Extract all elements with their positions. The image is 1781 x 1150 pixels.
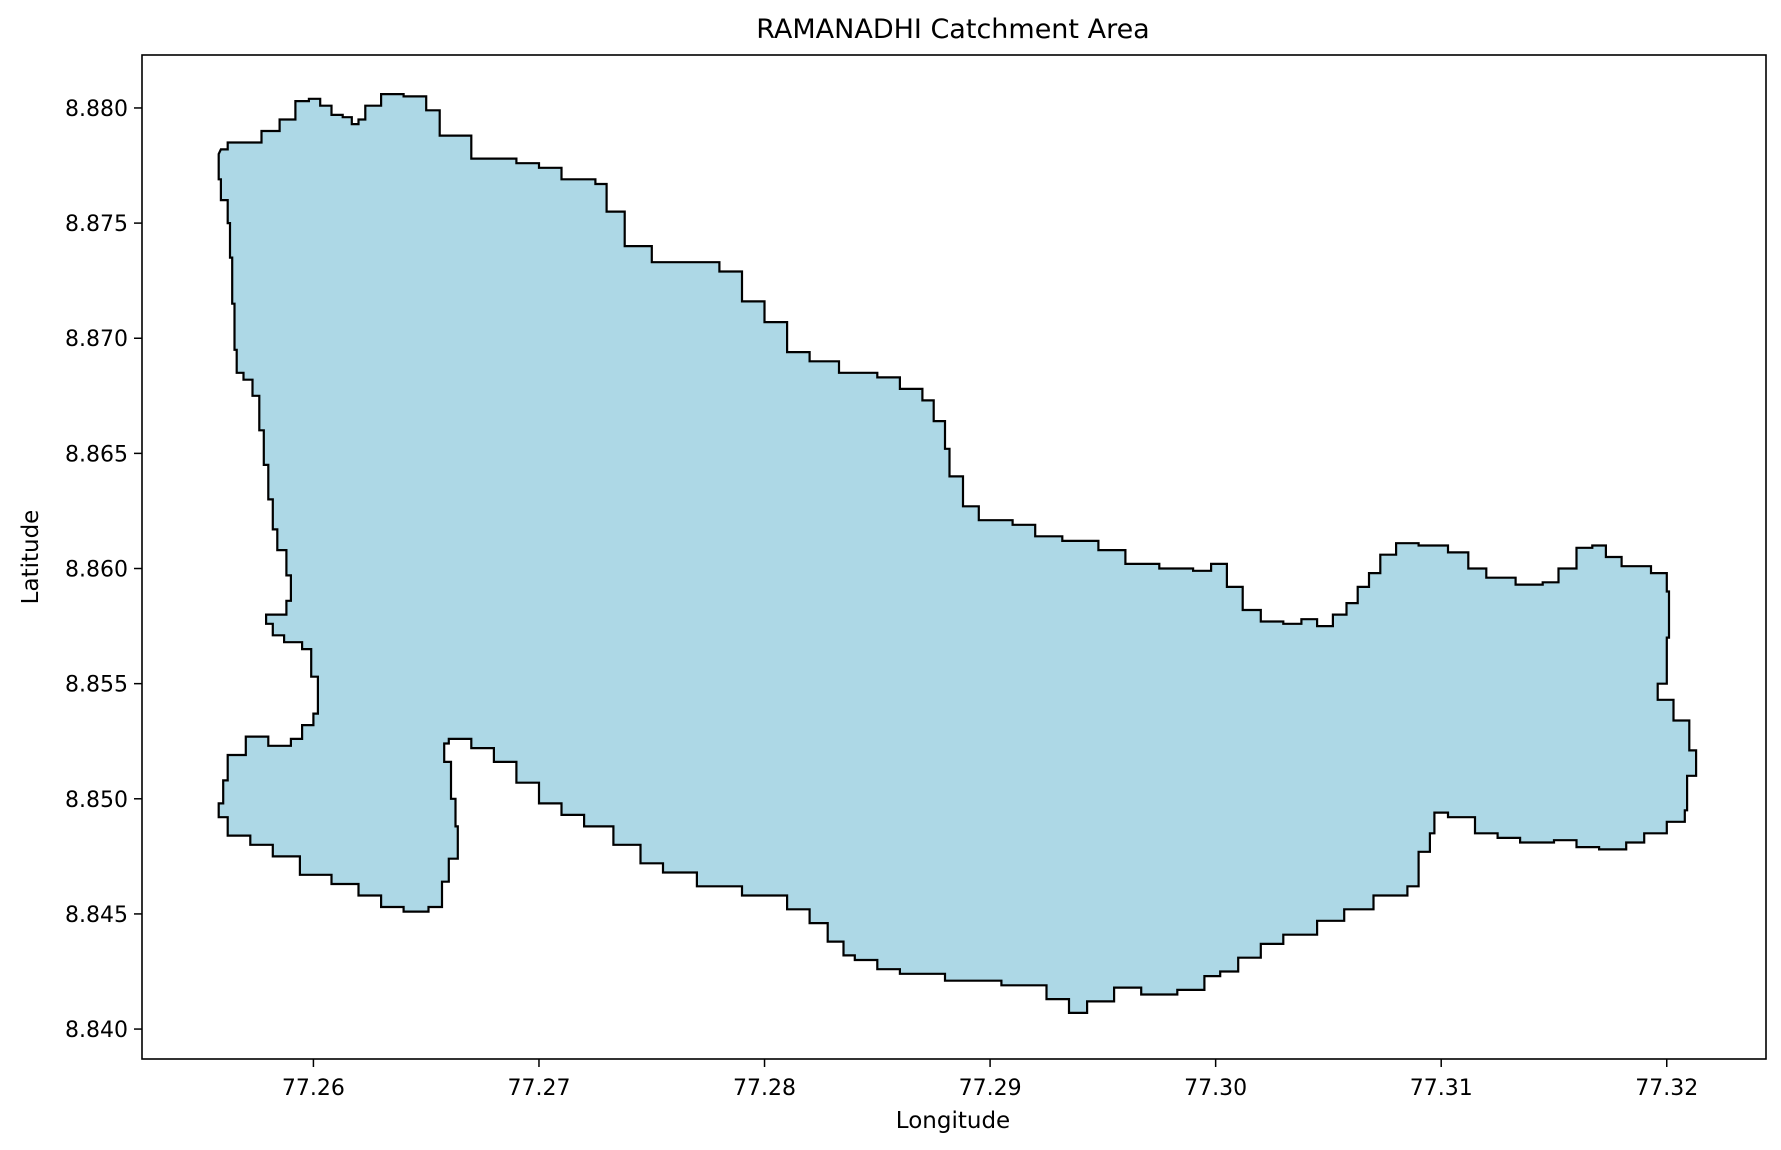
axes-frame [141,54,1767,1060]
x-tick-label: 77.28 [733,1076,796,1101]
y-tick-label: 8.840 [65,1018,128,1043]
x-axis-label: Longitude [896,1108,1010,1134]
x-tick-label: 77.29 [959,1076,1022,1101]
y-tick-label: 8.845 [65,903,128,928]
y-tick-label: 8.860 [65,558,128,583]
x-tick-label: 77.30 [1184,1076,1247,1101]
plot-area [141,54,1767,1060]
x-tick-label: 77.32 [1635,1076,1698,1101]
catchment-polygon [217,93,1698,1014]
y-tick-label: 8.880 [65,97,128,122]
chart-title: RAMANADHI Catchment Area [756,14,1149,45]
x-tick-label: 77.27 [507,1076,570,1101]
y-tick-label: 8.865 [65,442,128,467]
x-tick-label: 77.26 [282,1076,345,1101]
y-tick-label: 8.850 [65,788,128,813]
x-axis-ticks: 77.26 77.27 77.28 77.29 77.30 77.31 77.32 [282,1059,1698,1101]
y-axis-ticks: 8.840 8.845 8.850 8.855 8.860 8.865 8.870 8.875… [65,97,142,1043]
y-tick-label: 8.875 [65,212,128,237]
x-tick-label: 77.31 [1410,1076,1473,1101]
y-tick-label: 8.855 [65,673,128,698]
y-axis-label: Latitude [18,510,44,605]
y-tick-label: 8.870 [65,327,128,352]
